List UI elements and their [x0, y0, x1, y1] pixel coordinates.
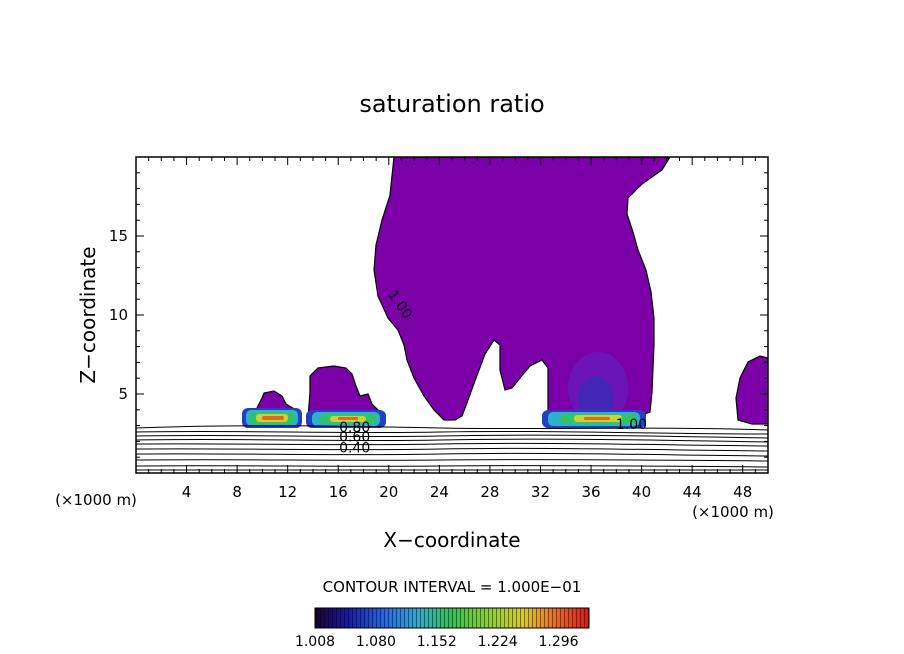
cloud-band-middle — [306, 410, 386, 428]
x-tick-label: 32 — [531, 483, 550, 501]
y-axis: 5 10 15 — [109, 172, 768, 458]
x-tick-label: 28 — [480, 483, 499, 501]
x-tick-label: 36 — [581, 483, 600, 501]
chart-title: saturation ratio — [359, 90, 544, 118]
y-tick-label: 10 — [109, 306, 128, 324]
colorbar-tick-label: 1.296 — [539, 634, 579, 650]
y-tick-label: 5 — [118, 385, 128, 403]
contour-label: 0.40 — [339, 440, 370, 456]
x-tick-label: 4 — [182, 483, 192, 501]
x-tick-label: 24 — [430, 483, 449, 501]
y-tick-label: 15 — [109, 227, 128, 245]
colorbar: 1.008 1.080 1.152 1.224 1.296 — [295, 607, 590, 650]
colorbar-tick-label: 1.224 — [478, 634, 518, 650]
contour-lines — [136, 425, 768, 471]
contour-interval: CONTOUR INTERVAL = 1.000E−01 — [323, 578, 582, 596]
cloud-band-left — [242, 408, 302, 428]
contour-labels: 1.001.000.800.600.40 — [339, 287, 647, 456]
plot-area — [136, 157, 768, 473]
supersaturated-region-right — [735, 355, 768, 425]
y-axis-label: Z−coordinate — [76, 246, 100, 383]
x-tick-label: 40 — [632, 483, 651, 501]
contour-label: 1.00 — [616, 417, 647, 433]
x-tick-label: 8 — [232, 483, 242, 501]
colorbar-tick-label: 1.080 — [356, 634, 396, 650]
x-tick-label: 16 — [329, 483, 348, 501]
x-tick-label: 20 — [379, 483, 398, 501]
contour-label: 0.60 — [339, 429, 370, 445]
colorbar-tick-label: 1.008 — [295, 634, 335, 650]
contour-label: 0.80 — [339, 420, 370, 436]
cloud-band-right — [542, 352, 646, 428]
x-tick-label: 12 — [278, 483, 297, 501]
x-tick-label: 44 — [683, 483, 702, 501]
x-axis: 4 8 12 16 20 24 28 32 36 40 44 48 — [148, 157, 756, 501]
colorbar-tick-label: 1.152 — [417, 634, 457, 650]
x-unit-left: (×1000 m) — [55, 491, 137, 509]
x-unit-right: (×1000 m) — [692, 503, 774, 521]
x-tick-label: 48 — [733, 483, 752, 501]
x-axis-label: X−coordinate — [383, 528, 520, 552]
